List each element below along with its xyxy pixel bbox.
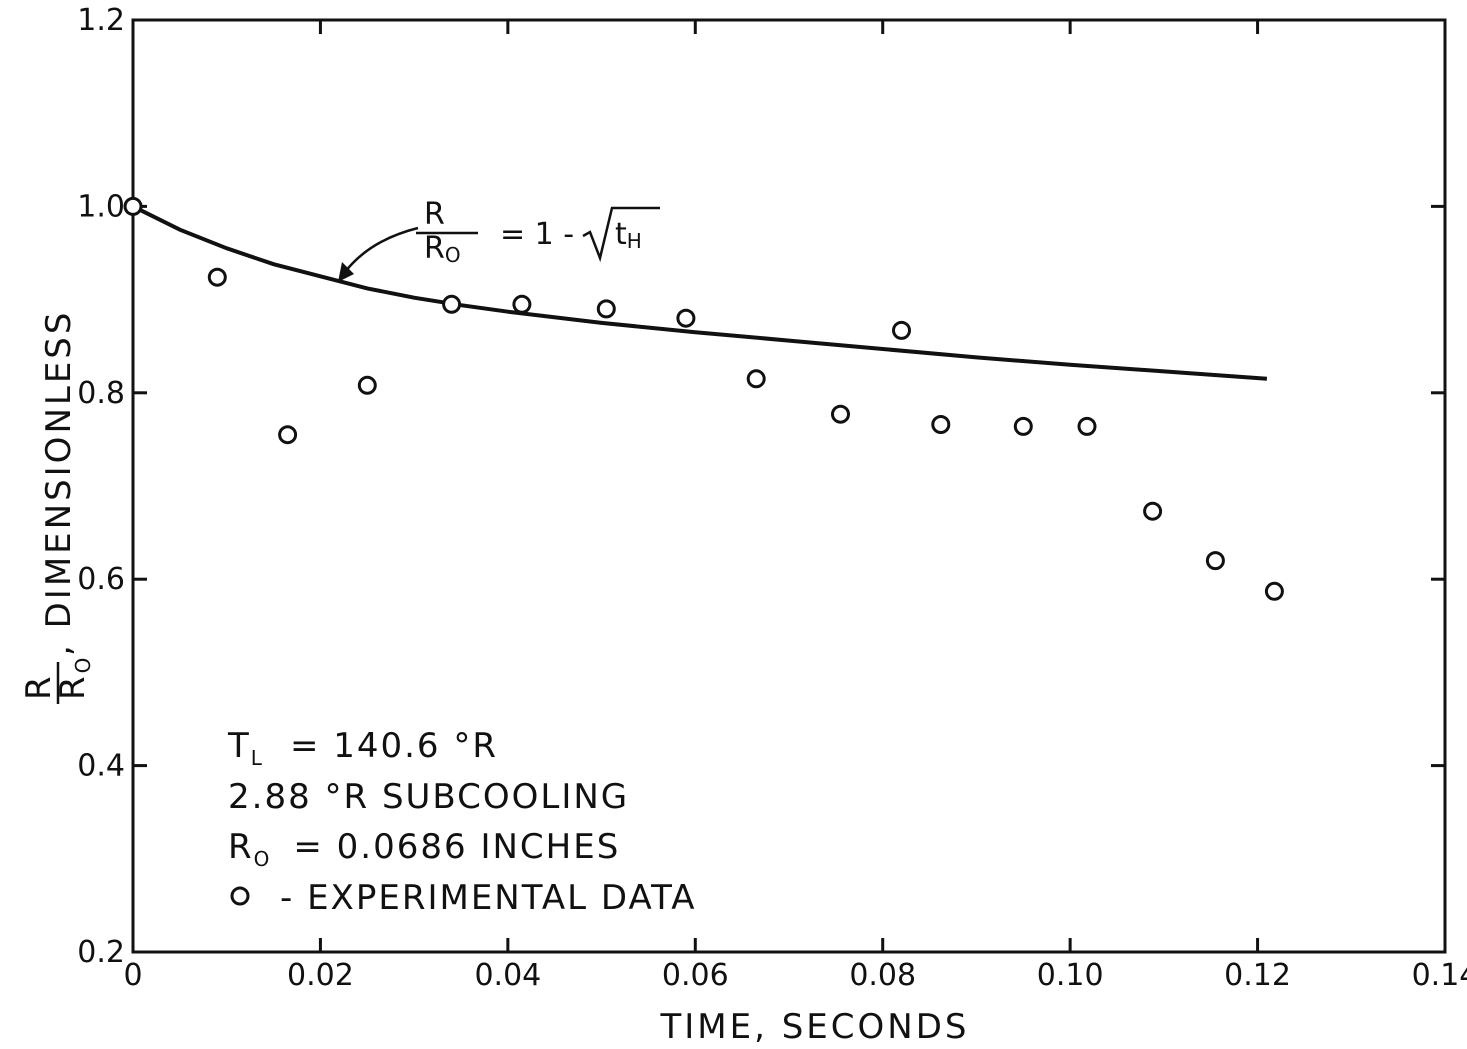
annotation-initial-radius: RO = 0.0686 INCHES bbox=[228, 827, 620, 871]
eq-lhs-numerator: R bbox=[424, 197, 445, 232]
data-point bbox=[442, 294, 462, 314]
x-tick-label: 0.02 bbox=[287, 958, 354, 993]
y-axis-title-denominator: RO bbox=[53, 655, 95, 700]
eq-lhs-denominator: RO bbox=[424, 231, 461, 267]
annotation-legend-experimental: - EXPERIMENTAL DATA bbox=[280, 878, 696, 918]
data-point bbox=[1013, 416, 1033, 436]
y-tick-label: 1.0 bbox=[77, 189, 125, 224]
eq-rhs: = 1 - bbox=[500, 217, 574, 252]
x-tick-label: 0.12 bbox=[1224, 958, 1291, 993]
x-tick-label: 0 bbox=[123, 958, 142, 993]
data-point bbox=[357, 375, 377, 395]
data-point bbox=[512, 294, 532, 314]
experimental-points bbox=[123, 196, 1284, 601]
data-point bbox=[123, 196, 143, 216]
plot-frame bbox=[131, 18, 1447, 954]
data-point bbox=[676, 308, 696, 328]
x-tick-label: 0.08 bbox=[849, 958, 916, 993]
x-tick-label: 0.06 bbox=[662, 958, 729, 993]
data-point bbox=[931, 415, 951, 434]
legend-marker-circle bbox=[230, 886, 250, 906]
annotation-liquid-temp: TL = 140.6 °R bbox=[227, 726, 498, 770]
data-point bbox=[1143, 501, 1163, 521]
curve-equation-label: R RO = 1 - tH bbox=[338, 197, 660, 282]
data-point bbox=[207, 267, 227, 287]
ticks bbox=[131, 18, 1447, 954]
x-tick-label: 0.10 bbox=[1037, 958, 1104, 993]
y-tick-label: 0.6 bbox=[77, 562, 125, 597]
y-tick-label: 0.2 bbox=[77, 935, 125, 970]
data-point bbox=[746, 369, 766, 389]
y-tick-label: 1.2 bbox=[77, 3, 125, 38]
data-point bbox=[1077, 416, 1097, 436]
y-tick-labels: 0.2 0.4 0.6 0.8 1.0 1.2 bbox=[77, 3, 125, 970]
x-axis-title: TIME, SECONDS bbox=[660, 1007, 970, 1047]
y-tick-label: 0.8 bbox=[77, 376, 125, 411]
y-axis-title-suffix: , DIMENSIONLESS bbox=[39, 310, 79, 656]
data-point bbox=[278, 425, 298, 445]
y-axis-title: R RO , DIMENSIONLESS bbox=[19, 310, 95, 704]
data-point bbox=[892, 320, 911, 340]
annotation-block: TL = 140.6 °R 2.88 °R SUBCOOLING RO = 0.06… bbox=[227, 726, 696, 918]
data-point bbox=[1264, 581, 1284, 601]
data-point bbox=[1205, 551, 1225, 571]
x-tick-labels: 0 0.02 0.04 0.06 0.08 0.10 0.12 0.14 bbox=[123, 958, 1467, 993]
y-tick-label: 0.4 bbox=[77, 749, 125, 784]
eq-root: tH bbox=[615, 217, 642, 253]
pointer-arrow bbox=[344, 226, 419, 273]
x-tick-label: 0.14 bbox=[1412, 958, 1467, 993]
arrowhead-icon bbox=[338, 262, 354, 282]
sqrt-sign-icon bbox=[582, 206, 660, 263]
theory-curve bbox=[132, 204, 1268, 381]
x-tick-label: 0.04 bbox=[474, 958, 541, 993]
data-point bbox=[831, 404, 850, 424]
annotation-subcooling: 2.88 °R SUBCOOLING bbox=[228, 777, 629, 817]
data-point bbox=[596, 299, 616, 319]
y-axis-title-numerator: R bbox=[19, 673, 59, 700]
